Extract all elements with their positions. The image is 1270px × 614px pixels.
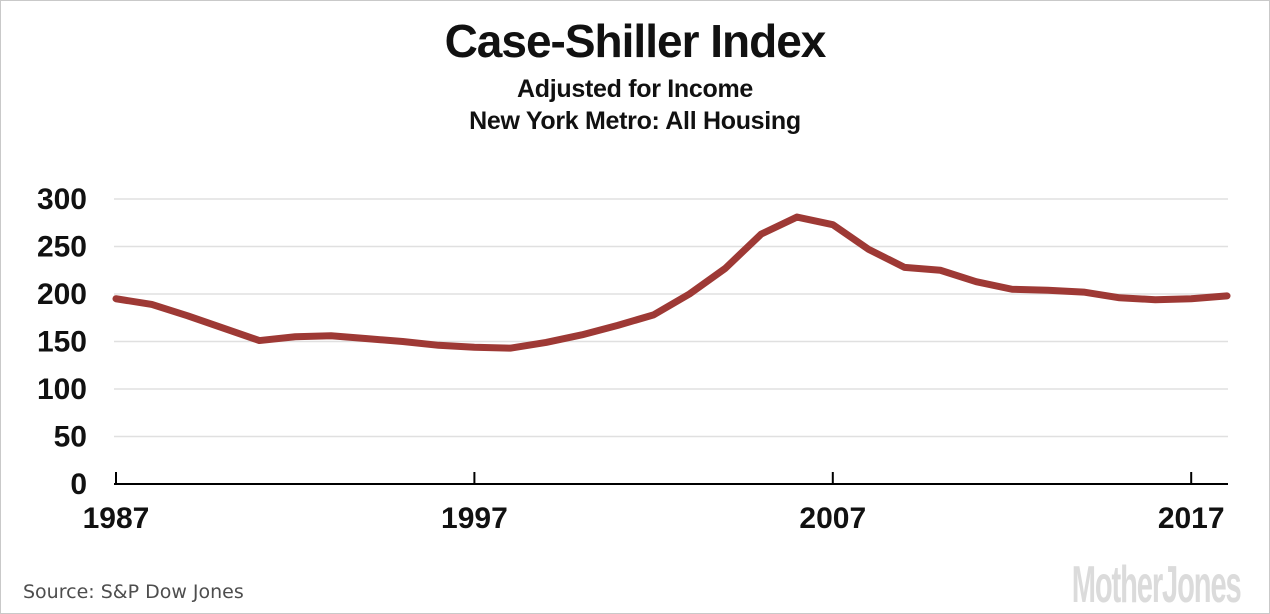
x-axis-tick-label: 1987 xyxy=(83,502,150,535)
chart-title: Case-Shiller Index xyxy=(444,15,827,67)
x-axis-tick-label: 2017 xyxy=(1158,502,1225,535)
source-note: Source: S&P Dow Jones xyxy=(23,581,244,603)
data-line xyxy=(112,213,1231,352)
motherjones-logo: MotherJones xyxy=(1072,556,1242,614)
x-axis-tick-label: 1997 xyxy=(441,502,508,535)
y-axis-tick-label: 0 xyxy=(70,468,87,501)
y-axis-tick-label: 200 xyxy=(37,278,87,311)
y-axis-tick-label: 300 xyxy=(37,183,87,216)
y-axis-tick-label: 250 xyxy=(37,231,87,264)
y-axis-tick-label: 50 xyxy=(54,421,87,454)
x-axis-tick-label: 2007 xyxy=(799,502,866,535)
y-axis-tick-label: 150 xyxy=(37,326,87,359)
chart-subtitle-line1: Adjusted for Income xyxy=(517,75,753,103)
y-axis-tick-label: 100 xyxy=(37,373,87,406)
chart-subtitle-line2: New York Metro: All Housing xyxy=(469,107,801,135)
